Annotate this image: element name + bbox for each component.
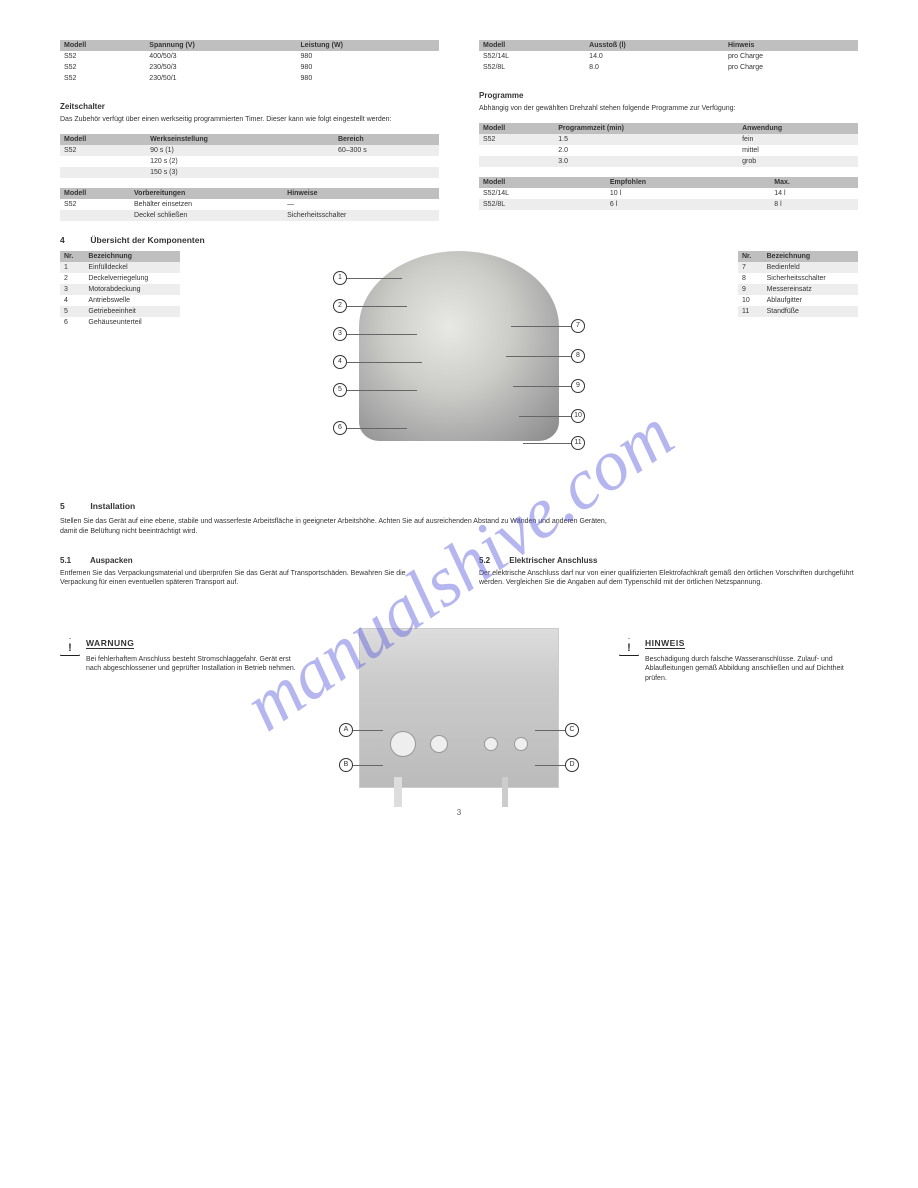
- callout: C: [565, 723, 579, 737]
- timer-title: Zeitschalter: [60, 102, 439, 111]
- th: Spannung (V): [145, 40, 296, 51]
- note-title: HINWEIS: [645, 638, 685, 649]
- callout: 11: [571, 436, 585, 450]
- section4-heading: 4 Übersicht der Komponenten: [60, 235, 858, 245]
- callout: 6: [333, 421, 347, 435]
- sub51: 5.1 Auspacken Entfernen Sie das Verpacku…: [60, 556, 439, 588]
- component-overview: Nr.Bezeichnung 1Einfülldeckel 2Deckelver…: [60, 251, 858, 461]
- table-row: S52/8L8.0pro Charge: [479, 62, 858, 73]
- timer-intro: Das Zubehör verfügt über einen werkseiti…: [60, 115, 439, 124]
- page-number: 3: [60, 808, 858, 817]
- warning-icon: [619, 638, 639, 656]
- table-row: S52400/50/3980: [60, 51, 439, 62]
- table-row: S52230/50/3980: [60, 62, 439, 73]
- timer-table: Modell Werkseinstellung Bereich S5290 s …: [60, 134, 439, 178]
- top-tables: Modell Spannung (V) Leistung (W) S52400/…: [60, 40, 858, 221]
- callout: B: [339, 758, 353, 772]
- prog-title: Programme: [479, 91, 858, 100]
- callout: 10: [571, 409, 585, 423]
- table-row: S52/14L10 l14 l: [479, 188, 858, 199]
- table-row: S52230/50/1980: [60, 73, 439, 84]
- callout: 2: [333, 299, 347, 313]
- right-legend: Nr.Bezeichnung 7Bedienfeld 8Sicherheitss…: [738, 251, 858, 317]
- left-warning: WARNUNG Bei fehlerhaftem Anschluss beste…: [60, 628, 299, 674]
- callout: 7: [571, 319, 585, 333]
- table-row: S52/14L14.0pro Charge: [479, 51, 858, 62]
- callout: D: [565, 758, 579, 772]
- table-row: 120 s (2): [60, 156, 439, 167]
- section4-title: Übersicht der Komponenten: [90, 235, 204, 245]
- callout: 8: [571, 349, 585, 363]
- callout: 5: [333, 383, 347, 397]
- prog-table: Modell Programmzeit (min) Anwendung S521…: [479, 123, 858, 167]
- right-note: HINWEIS Beschädigung durch falsche Wasse…: [619, 628, 858, 683]
- sub52: 5.2 Elektrischer Anschluss Der elektrisc…: [479, 556, 858, 588]
- section5-para: Stellen Sie das Gerät auf eine ebene, st…: [60, 517, 619, 536]
- left-legend: Nr.Bezeichnung 1Einfülldeckel 2Deckelver…: [60, 251, 180, 328]
- callout: 4: [333, 355, 347, 369]
- table-row: S52Behälter einsetzen—: [60, 199, 439, 210]
- table-row: S52/8L6 l8 l: [479, 199, 858, 210]
- prog-intro: Abhängig von der gewählten Drehzahl steh…: [479, 104, 858, 113]
- power-table: Modell Spannung (V) Leistung (W) S52400/…: [60, 40, 439, 84]
- table-row: 3.0grob: [479, 156, 858, 167]
- callout: 1: [333, 271, 347, 285]
- table-row: S5290 s (1)60–300 s: [60, 145, 439, 156]
- connection-image: A B C D: [339, 628, 579, 788]
- table-row: 150 s (3): [60, 167, 439, 178]
- th: Leistung (W): [297, 40, 439, 51]
- section5-heading: 5 Installation: [60, 501, 858, 511]
- component-image: 1 2 3 4 5 6 7 8 9 10: [190, 251, 728, 461]
- warning-icon: [60, 638, 80, 656]
- table-row: 2.0mittel: [479, 145, 858, 156]
- prep-table: Modell Vorbereitungen Hinweise S52Behält…: [60, 188, 439, 221]
- th: Modell: [60, 40, 145, 51]
- table-row: S521.5fein: [479, 134, 858, 145]
- callout: A: [339, 723, 353, 737]
- left-column: Modell Spannung (V) Leistung (W) S52400/…: [60, 40, 439, 221]
- right-column: Modell Ausstoß (l) Hinweis S52/14L14.0pr…: [479, 40, 858, 221]
- warn-title: WARNUNG: [86, 638, 134, 649]
- callout: 3: [333, 327, 347, 341]
- output-table: Modell Ausstoß (l) Hinweis S52/14L14.0pr…: [479, 40, 858, 73]
- table-row: Deckel schließenSicherheitsschalter: [60, 210, 439, 221]
- rec-table: Modell Empfohlen Max. S52/14L10 l14 l S5…: [479, 177, 858, 210]
- callout: 9: [571, 379, 585, 393]
